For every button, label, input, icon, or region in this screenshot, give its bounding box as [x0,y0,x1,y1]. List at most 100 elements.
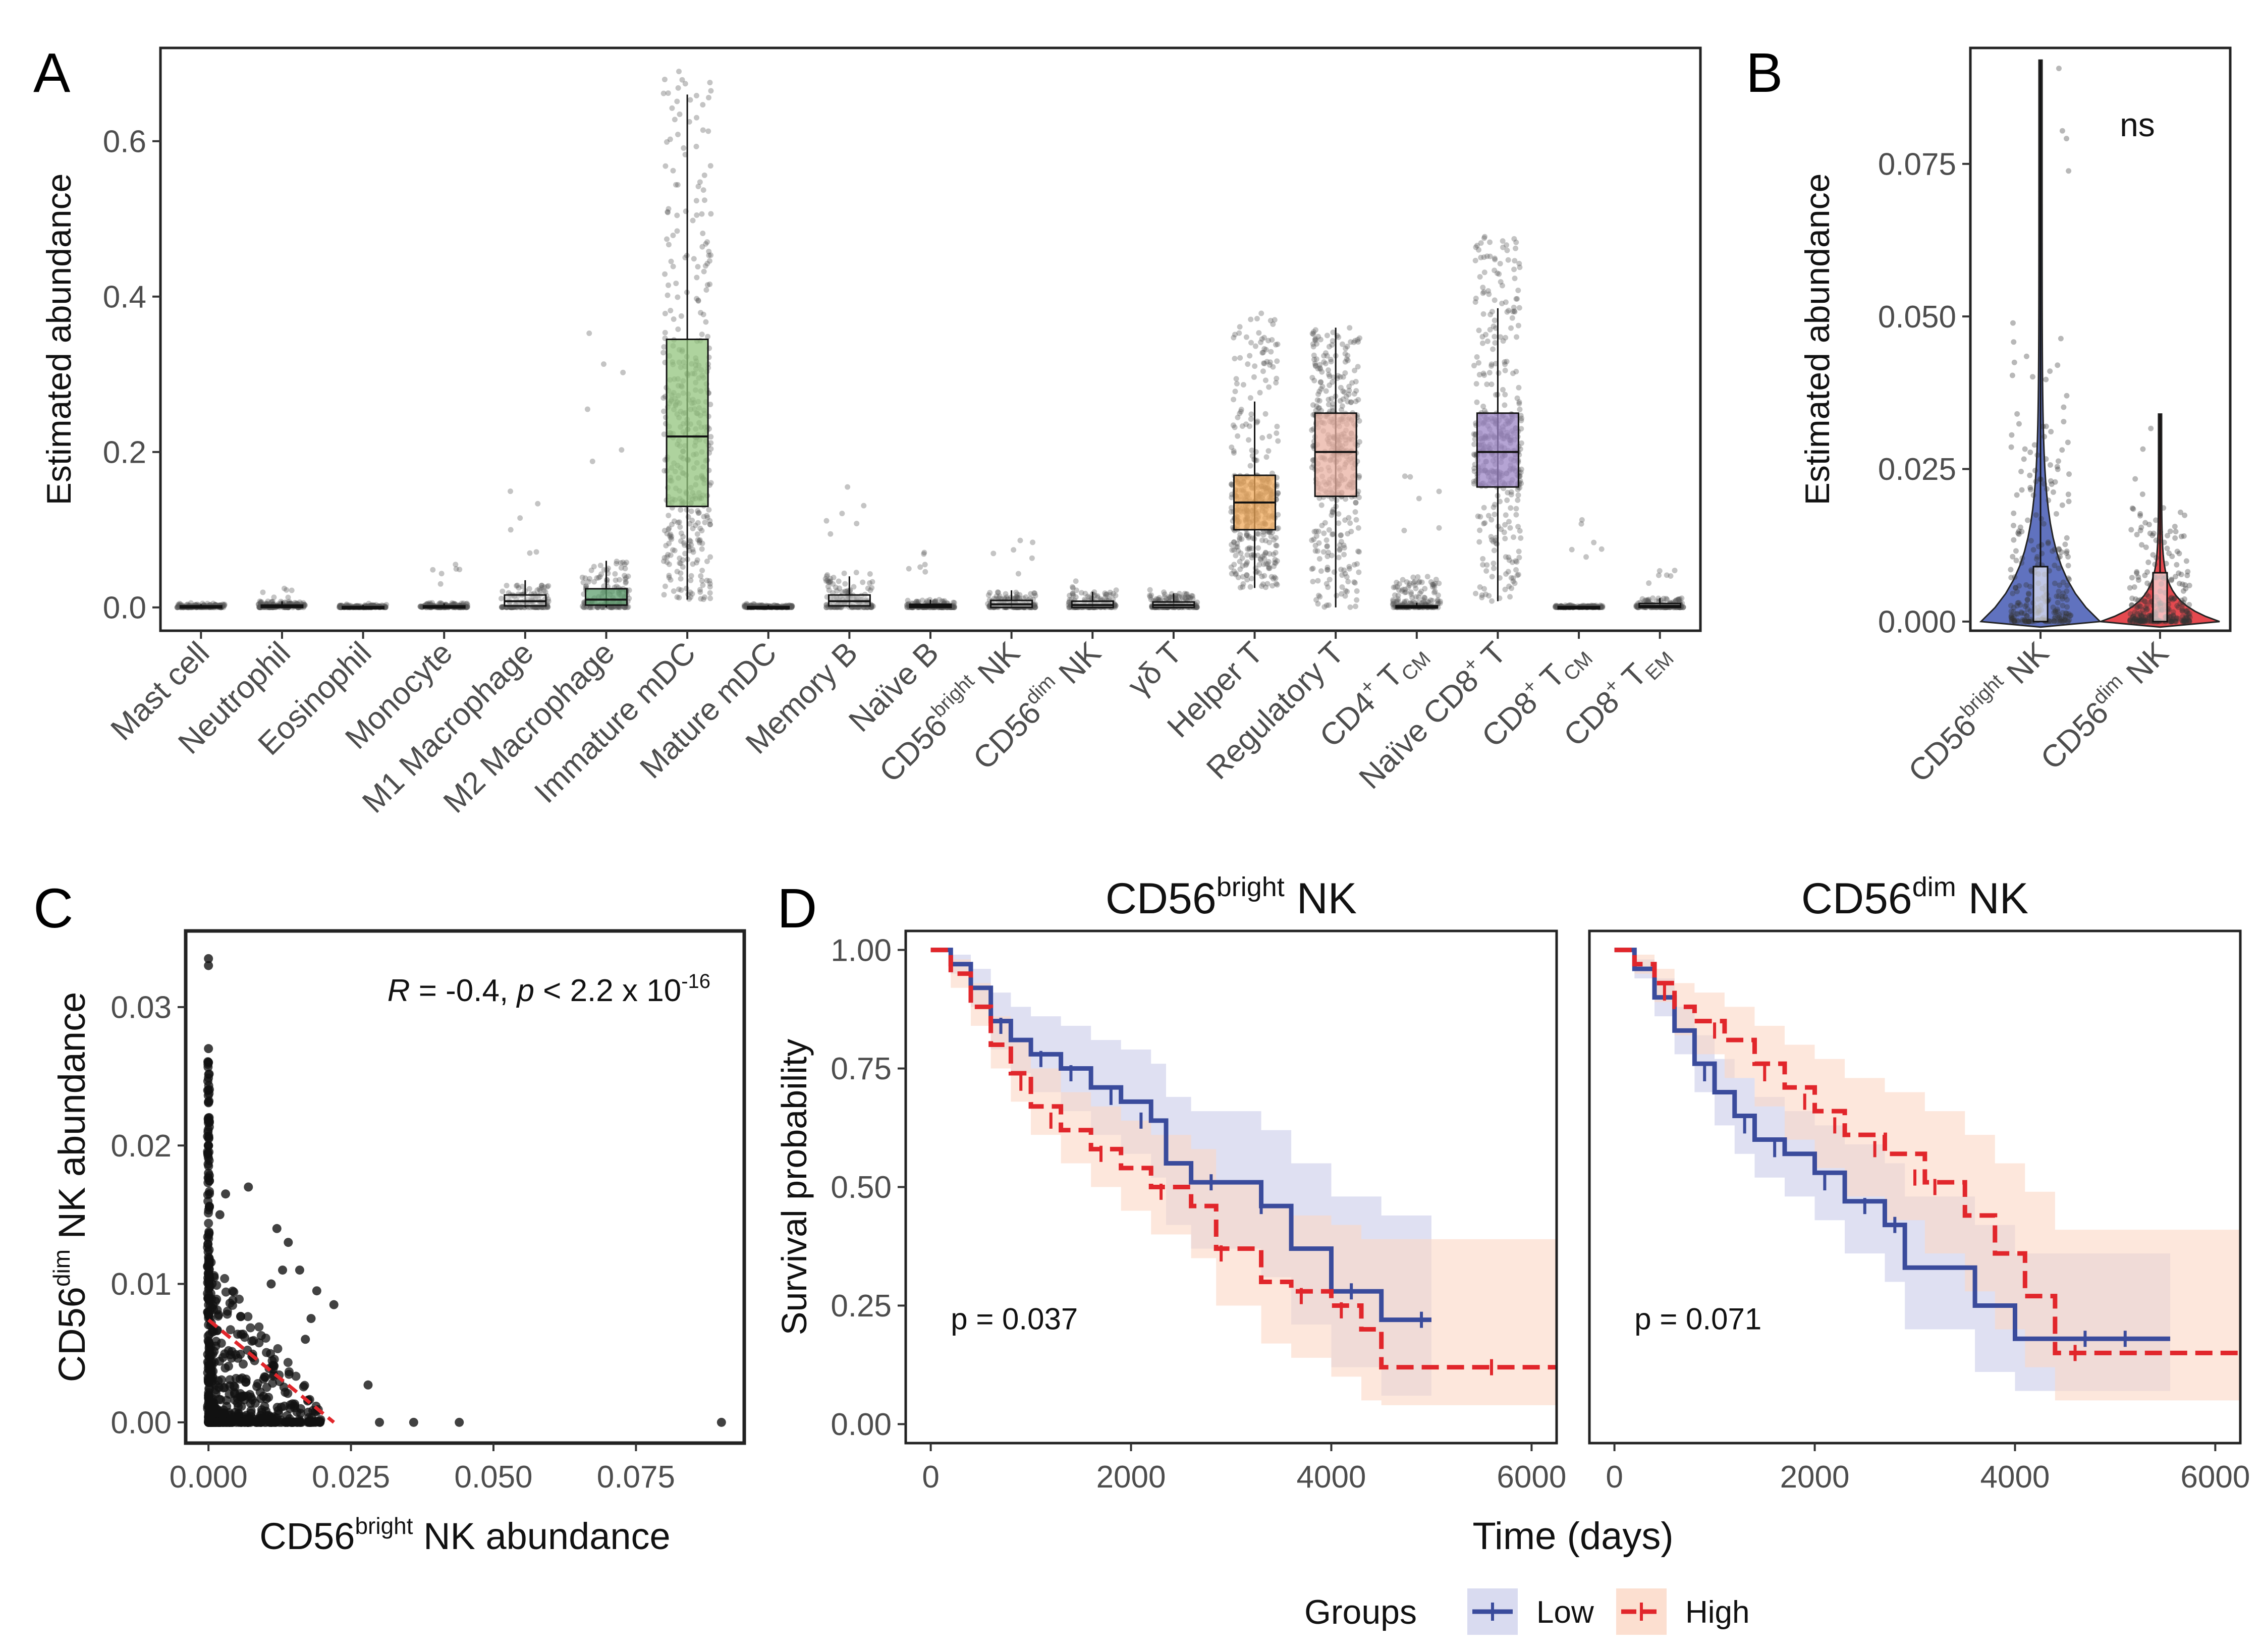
panel-a-jitter-point [530,594,536,600]
panel-a-jitter-point [704,239,710,245]
panel-a-jitter-point [662,329,668,336]
panel-a-jitter-point [694,212,700,218]
panel-a-jitter-point [1501,529,1507,535]
panel-a-jitter-point [1342,517,1348,523]
panel-b-jitter-point [2022,446,2028,452]
panel-a-jitter-point [707,80,713,86]
panel-b-jitter-point [2053,511,2059,517]
panel-a-box [1314,412,1357,498]
panel-a-jitter-point [1247,463,1253,469]
panel-a-jitter-point [1416,495,1422,502]
panel-b-jitter-point [2129,505,2135,511]
panel-a-jitter-point [1407,474,1413,480]
panel-a-jitter-point [589,458,595,464]
panel-b-jitter-point [2163,561,2169,567]
panel-a-jitter-point [465,602,471,608]
panel-a-jitter-point [1583,554,1589,560]
panel-a-jitter-point [706,252,712,258]
panel-a-jitter-point [612,571,618,577]
panel-a-jitter-point [459,600,465,607]
panel-a-jitter-point [694,115,700,121]
panel-a-jitter-point [624,560,630,566]
panel-a-jitter-point [1260,368,1266,374]
panel-a-jitter-point [1436,580,1442,586]
panel-a-jitter-point [1273,581,1279,587]
panel-a-jitter-point [1228,509,1234,515]
panel-b-jitter-point [2161,505,2167,511]
panel-a-jitter-point [1481,269,1487,276]
panel-b-jitter-point [2048,478,2054,484]
panel-a-jitter-point [666,573,672,579]
panel-b-jitter-point [2128,527,2134,533]
panel-b-jitter-point [2065,491,2071,498]
panel-a-jitter-point [1315,578,1321,584]
panel-a-jitter-point [438,571,445,577]
panel-a-jitter-point [258,599,264,605]
panel-a-jitter-point [1345,531,1351,537]
panel-b-jitter-point [2052,546,2058,553]
panel-a-jitter-point [366,600,372,607]
panel-b-jitter-point [2011,604,2017,611]
panel-a-jitter-point [604,577,610,583]
panel-a-jitter-point [699,211,705,217]
panel-a-jitter-point [1273,535,1279,541]
panel-b-jitter-point [2166,550,2172,556]
panel-a-jitter-point [1274,430,1280,436]
panel-b-jitter-point [2065,554,2071,560]
panel-a-jitter-point [1147,587,1153,593]
panel-a-jitter-point [1330,509,1336,515]
panel-a-jitter-point [1513,512,1519,518]
panel-a-jitter-point [1237,355,1243,361]
panel-a-jitter-point [842,581,848,587]
panel-a-jitter-point [867,580,873,586]
panel-a-jitter-point [1473,295,1479,301]
panel-a-jitter-point [1324,333,1330,339]
panel-a-jitter-point [693,198,699,204]
panel-a-jitter-point [527,550,533,556]
panel-a-jitter-point [1245,361,1251,367]
panel-a-jitter-point [269,599,275,605]
panel-a-jitter-point [1029,555,1035,561]
panel-a-jitter-point [1234,380,1240,387]
panel-a-jitter-point [1508,575,1514,581]
panel-a-jitter-point [1412,579,1418,585]
panel-a-jitter-point [1480,562,1486,568]
panel-a-jitter-point [1255,553,1261,559]
panel-b-jitter-point [2172,619,2178,625]
panel-a-jitter-point [679,77,685,83]
panel-b-box [2032,566,2049,623]
panel-a-jitter-point [1344,356,1350,362]
panel-b-jitter-point [2186,602,2192,608]
panel-a-jitter-point [1473,590,1479,596]
panel-a-jitter-point [1325,565,1331,571]
panel-a-jitter-point [1338,532,1344,538]
panel-a-jitter-point [1252,363,1258,369]
panel-a-jitter-point [1486,370,1493,376]
panel-a-jitter-point [1231,539,1237,545]
panel-a-jitter-point [1342,370,1348,376]
panel-a-jitter-point [1487,326,1493,333]
panel-b-jitter-point [2066,471,2072,477]
panel-b-jitter-point [2168,595,2174,601]
panel-a-jitter-point [449,600,455,606]
panel-b-jitter-point [2019,555,2025,561]
panel-a-jitter-point [1471,431,1477,437]
panel-a-jitter-point [1347,604,1353,610]
panel-a-jitter-point [300,600,306,606]
panel-a-jitter-point [1257,390,1263,396]
panel-a-jitter-point [678,570,684,576]
panel-a-jitter-point [1515,288,1521,294]
panel-a-jitter-point [337,604,343,611]
panel-a-jitter-point [853,570,859,576]
panel-a-jitter-point [417,603,423,610]
panel-a-jitter-point [499,604,505,611]
panel-b-jitter-point [2184,608,2190,614]
panel-b-jitter-point [2182,582,2188,588]
panel-a-jitter-point [707,595,713,601]
panel-a-jitter-point [1489,574,1495,580]
panel-a-jitter-point [1401,527,1407,533]
panel-a-jitter-point [1268,533,1274,539]
panel-a-jitter-point [1502,367,1508,373]
panel-a-jitter-point [1352,603,1358,610]
panel-b-jitter-point [2029,374,2035,380]
